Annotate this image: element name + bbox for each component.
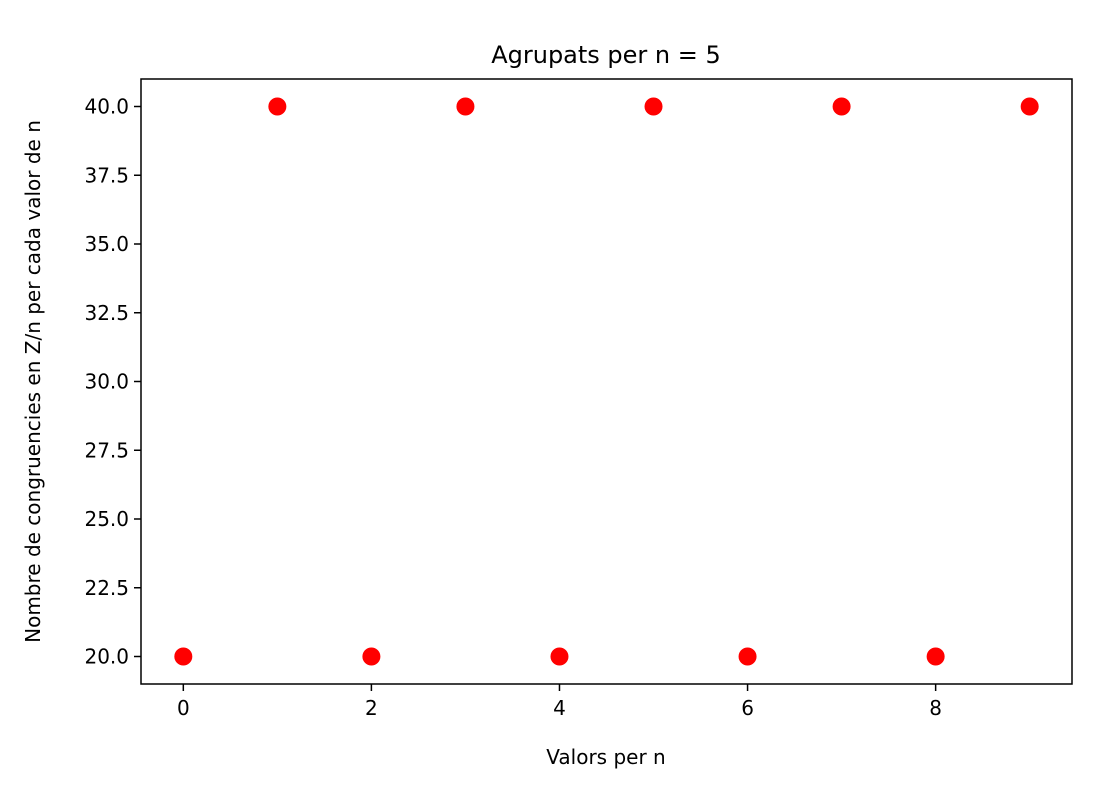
- y-tick-label: 37.5: [84, 163, 129, 187]
- data-point: [362, 647, 381, 666]
- y-tick-label: 40.0: [84, 95, 129, 119]
- x-tick-label: 6: [741, 696, 754, 720]
- y-tick-label: 20.0: [84, 645, 129, 669]
- data-point: [456, 97, 475, 116]
- data-point: [174, 647, 193, 666]
- x-tick-label: 4: [553, 696, 566, 720]
- data-point: [926, 647, 945, 666]
- data-point: [1020, 97, 1039, 116]
- y-tick-label: 27.5: [84, 438, 129, 462]
- x-axis-ticks: 0 2 4 6 8: [177, 684, 942, 720]
- data-point: [738, 647, 757, 666]
- y-axis-ticks: 20.0 22.5 25.0 27.5 30.0 32.5 35.0 37.5 40.0: [84, 95, 141, 669]
- y-tick-label: 30.0: [84, 370, 129, 394]
- data-point: [550, 647, 569, 666]
- x-tick-label: 0: [177, 696, 190, 720]
- plot-area-frame: [140, 78, 1073, 685]
- data-point: [644, 97, 663, 116]
- chart-title: Agrupats per n = 5: [491, 41, 721, 69]
- y-tick-label: 35.0: [84, 232, 129, 256]
- data-points: [174, 97, 1039, 666]
- y-tick-label: 22.5: [84, 576, 129, 600]
- data-point: [268, 97, 287, 116]
- data-point: [832, 97, 851, 116]
- x-axis-label: Valors per n: [546, 745, 665, 769]
- x-tick-label: 8: [929, 696, 942, 720]
- y-tick-label: 32.5: [84, 301, 129, 325]
- y-axis-label: Nombre de congruencies en Z/n per cada v…: [21, 120, 45, 643]
- y-tick-label: 25.0: [84, 507, 129, 531]
- x-tick-label: 2: [365, 696, 378, 720]
